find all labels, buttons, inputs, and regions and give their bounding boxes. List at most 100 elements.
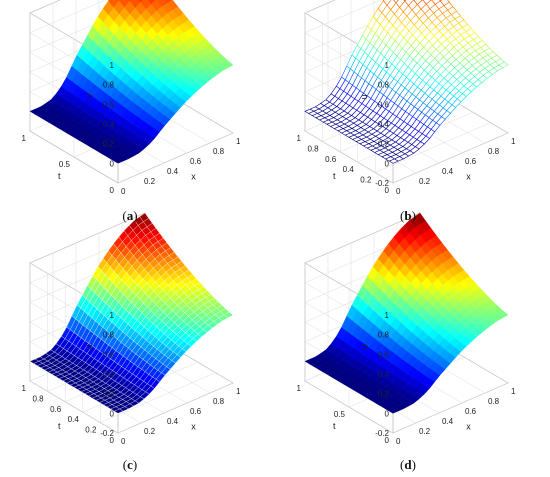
x-tick-label: 0.2: [419, 177, 431, 186]
x-tick-label: 0.6: [465, 407, 477, 416]
x-tick-label: 0.8: [488, 147, 500, 156]
x-tick-label: 0: [396, 437, 401, 446]
t-tick-label: 0: [110, 436, 115, 445]
chart-panel-b: 00.20.40.60.8100.20.40.60.81-0.200.20.40…: [297, 0, 516, 196]
z-axis-label: u: [84, 94, 94, 99]
x-axis-label: x: [191, 172, 196, 182]
surface-facet: [498, 61, 509, 69]
caption-d: (d): [400, 457, 416, 472]
surface-c: [29, 212, 234, 414]
z-axis-label: u: [359, 94, 369, 99]
t-tick-label: 1: [297, 134, 302, 143]
t-tick-label: 0.6: [50, 405, 62, 414]
z-tick-label: 0.2: [378, 140, 390, 149]
z-tick-label: 0: [385, 159, 390, 168]
z-tick-label: 0.4: [103, 370, 115, 379]
z-tick-label: 0.4: [103, 120, 115, 129]
caption-b: (b): [400, 208, 416, 223]
x-tick-label: 0: [121, 437, 126, 446]
z-tick-label: 0.6: [103, 100, 115, 109]
x-tick-label: 0.2: [144, 177, 156, 186]
t-tick-label: 0.2: [360, 176, 372, 185]
x-axis-label: x: [466, 422, 471, 432]
x-tick-label: 1: [511, 137, 516, 146]
x-tick-label: 0.6: [190, 407, 202, 416]
surface-d: [304, 212, 509, 414]
surface-b: [304, 0, 509, 164]
caption-c: (c): [122, 457, 138, 472]
z-axis-label: u: [359, 344, 369, 349]
t-tick-label: 0.4: [68, 415, 80, 424]
x-tick-label: 1: [511, 387, 516, 396]
surface-facet: [223, 311, 234, 319]
z-tick-label: 0.2: [103, 390, 115, 399]
z-tick-label: 0: [110, 409, 115, 418]
caption-a-letter: a: [126, 208, 134, 223]
z-tick-label: -0.2: [100, 429, 114, 438]
x-tick-label: 0.2: [419, 427, 431, 436]
t-tick-label: 0.5: [59, 160, 71, 169]
x-tick-label: 0.8: [213, 397, 225, 406]
surface-a: [29, 0, 234, 164]
tick-labels-c: 00.20.40.60.8100.20.40.60.81-0.200.20.40…: [22, 311, 241, 446]
surface-facet: [496, 310, 509, 319]
t-axis-label: t: [333, 421, 336, 431]
x-tick-label: 0.4: [442, 167, 454, 176]
x-tick-label: 0: [121, 187, 126, 196]
surface-facet: [393, 0, 399, 4]
t-axis-label: t: [333, 171, 336, 181]
caption-b-letter: b: [404, 208, 412, 223]
t-axis-label: t: [58, 171, 61, 181]
z-tick-label: 0.4: [378, 370, 390, 379]
surface-facet: [138, 0, 144, 3]
chart-panel-c: 00.20.40.60.8100.20.40.60.81-0.200.20.40…: [22, 212, 241, 446]
x-tick-label: 0.2: [144, 427, 156, 436]
chart-panel-a: 0 0.2 0.4 0.6 0.8 1 0 0.5 1 0 0.2 0.4 0.6 0.8 1 x t u: [22, 0, 241, 196]
t-tick-label: 0: [385, 186, 390, 195]
z-tick-label: 0.8: [103, 81, 115, 90]
tick-labels-a: 0 0.2 0.4 0.6 0.8 1 0 0.5 1 0 0.2 0.4 0.6 0.8 1: [22, 61, 241, 196]
z-tick-label: 0: [110, 159, 115, 168]
t-tick-label: 0.8: [32, 394, 44, 403]
x-tick-label: 0.6: [190, 157, 202, 166]
t-tick-label: 0: [385, 436, 390, 445]
x-tick-label: 0.4: [442, 417, 454, 426]
z-tick-label: 0.2: [103, 140, 115, 149]
t-tick-label: 0.2: [85, 426, 97, 435]
z-tick-label: 1: [385, 61, 390, 70]
z-tick-label: 0.6: [378, 350, 390, 359]
x-tick-label: 0: [396, 187, 401, 196]
x-tick-label: 0.6: [465, 157, 477, 166]
x-axis-label: x: [191, 422, 196, 432]
z-tick-label: 0.2: [378, 390, 390, 399]
z-tick-label: 0.8: [103, 331, 115, 340]
z-tick-label: -0.2: [375, 429, 389, 438]
z-tick-label: 0.6: [103, 350, 115, 359]
x-tick-label: 0.8: [213, 147, 225, 156]
x-axis-label: x: [466, 172, 471, 182]
z-tick-label: 1: [385, 311, 390, 320]
z-tick-label: 0: [385, 409, 390, 418]
caption-c-letter: c: [127, 457, 133, 472]
surface-facet: [221, 60, 234, 69]
z-axis-label: u: [84, 344, 94, 349]
t-tick-label: 1: [297, 384, 302, 393]
t-axis-label: t: [58, 421, 61, 431]
z-tick-label: 1: [110, 61, 115, 70]
t-tick-label: 1: [22, 384, 27, 393]
z-tick-label: 0.8: [378, 331, 390, 340]
t-tick-label: 0.8: [307, 144, 319, 153]
x-tick-label: 0.4: [167, 417, 179, 426]
t-tick-label: 0: [110, 186, 115, 195]
x-tick-label: 0.4: [167, 167, 179, 176]
t-tick-label: 0.5: [334, 410, 346, 419]
x-tick-label: 1: [236, 137, 241, 146]
caption-a: (a): [122, 208, 138, 223]
caption-d-letter: d: [404, 457, 412, 472]
z-tick-label: 1: [110, 311, 115, 320]
t-tick-label: 0.4: [343, 165, 355, 174]
x-tick-label: 0.8: [488, 397, 500, 406]
